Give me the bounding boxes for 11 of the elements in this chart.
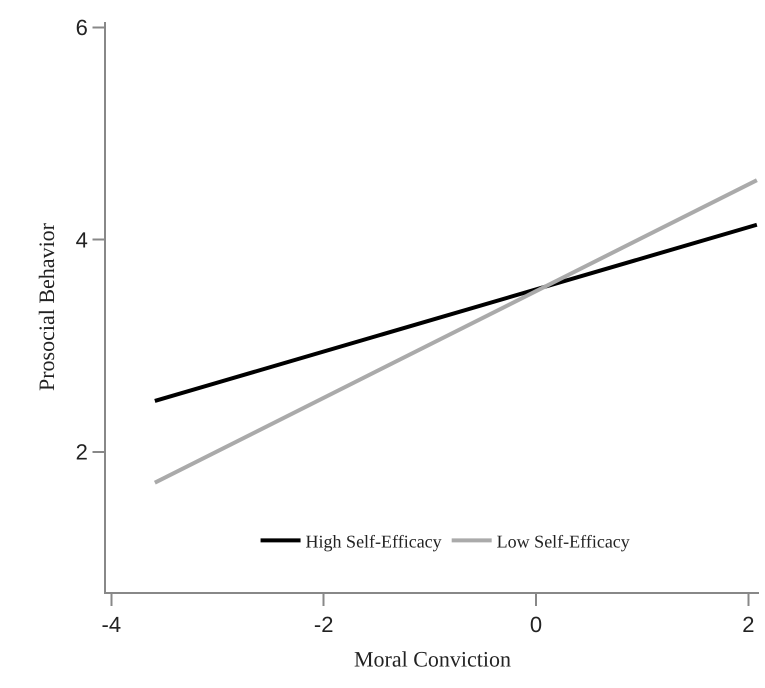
x-tick-label: 2 bbox=[742, 612, 755, 638]
y-tick-label: 4 bbox=[76, 227, 88, 252]
x-tick-label: -4 bbox=[102, 612, 122, 638]
x-tick-label: 0 bbox=[530, 612, 542, 638]
y-axis-title: Prosocial Behavior bbox=[34, 222, 59, 392]
x-axis-title: Moral Conviction bbox=[354, 646, 512, 672]
y-tick-label: 6 bbox=[76, 15, 88, 40]
y-tick-label: 2 bbox=[76, 440, 88, 465]
x-tick-label: -2 bbox=[314, 612, 334, 638]
legend-label: Low Self-Efficacy bbox=[496, 531, 630, 552]
legend-label: High Self-Efficacy bbox=[306, 531, 442, 552]
